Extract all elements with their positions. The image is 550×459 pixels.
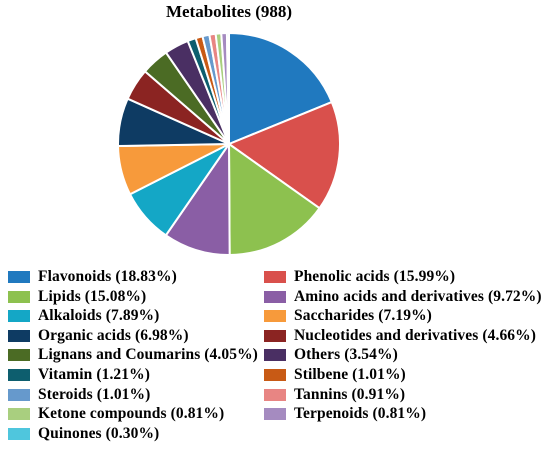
pie-slice: [228, 31, 334, 146]
pie-chart: [117, 31, 341, 257]
legend-item: Vitamin (1.21%): [8, 365, 150, 385]
legend-item: Terpenoids (0.81%): [264, 404, 426, 424]
legend-label: Nucleotides and derivatives (4.66%): [294, 326, 537, 344]
legend-label: Vitamin (1.21%): [38, 366, 150, 383]
legend-item: Lipids (15.08%): [8, 287, 146, 307]
legend-item: Alkaloids (7.89%): [8, 306, 159, 326]
legend-item: Steroids (1.01%): [8, 385, 150, 405]
legend-swatch: [264, 271, 286, 283]
pie-slice: [226, 100, 341, 210]
legend-label: Phenolic acids (15.99%): [294, 268, 456, 285]
legend-item: Saccharides (7.19%): [264, 306, 432, 326]
pie-slice: [227, 142, 321, 257]
legend-swatch: [8, 271, 30, 283]
legend-item: Nucleotides and derivatives (4.66%): [264, 326, 536, 346]
legend-swatch: [264, 349, 286, 362]
legend-label: Terpenoids (0.81%): [294, 405, 427, 423]
legend-swatch: [8, 349, 30, 362]
legend-label: Tannins (0.91%): [294, 385, 406, 403]
pie-slice: [225, 31, 230, 145]
legend-item: Tannins (0.91%): [264, 385, 405, 405]
legend-item: Organic acids (6.98%): [8, 326, 189, 346]
legend-label: Steroids (1.01%): [38, 385, 151, 403]
legend-swatch: [264, 310, 286, 323]
legend-label: Flavonoids (18.83%): [38, 268, 177, 285]
legend: Flavonoids (18.83%) Phenolic acids (15.99…: [8, 267, 548, 457]
legend-label: Stilbene (1.01%): [294, 366, 406, 383]
legend-label: Lipids (15.08%): [38, 287, 147, 305]
legend-swatch: [264, 329, 286, 342]
legend-item: Ketone compounds (0.81%): [8, 404, 224, 424]
legend-swatch: [264, 290, 286, 303]
legend-label: Ketone compounds (0.81%): [38, 405, 225, 423]
legend-swatch: [8, 369, 30, 381]
legend-label: Alkaloids (7.89%): [38, 307, 160, 325]
legend-label: Others (3.54%): [294, 346, 398, 364]
legend-swatch: [8, 310, 30, 323]
legend-label: Organic acids (6.98%): [38, 326, 189, 344]
legend-swatch: [8, 408, 30, 421]
legend-swatch: [8, 427, 30, 440]
legend-swatch: [264, 408, 286, 421]
legend-item: Phenolic acids (15.99%): [264, 267, 455, 287]
legend-item: Lignans and Coumarins (4.05%): [8, 345, 258, 365]
legend-item: Flavonoids (18.83%): [8, 267, 177, 287]
legend-swatch: [264, 369, 286, 381]
legend-label: Amino acids and derivatives (9.72%): [294, 287, 542, 305]
chart-title: Metabolites (988): [165, 2, 293, 21]
legend-item: Stilbene (1.01%): [264, 365, 406, 385]
legend-item: Others (3.54%): [264, 345, 398, 365]
legend-label: Lignans and Coumarins (4.05%): [38, 346, 258, 364]
legend-item: Amino acids and derivatives (9.72%): [264, 287, 542, 307]
legend-label: Quinones (0.30%): [38, 424, 160, 442]
legend-swatch: [8, 329, 30, 342]
legend-swatch: [264, 388, 286, 401]
legend-item: Quinones (0.30%): [8, 424, 159, 444]
legend-swatch: [8, 290, 30, 303]
legend-swatch: [8, 388, 30, 401]
legend-label: Saccharides (7.19%): [294, 307, 432, 325]
